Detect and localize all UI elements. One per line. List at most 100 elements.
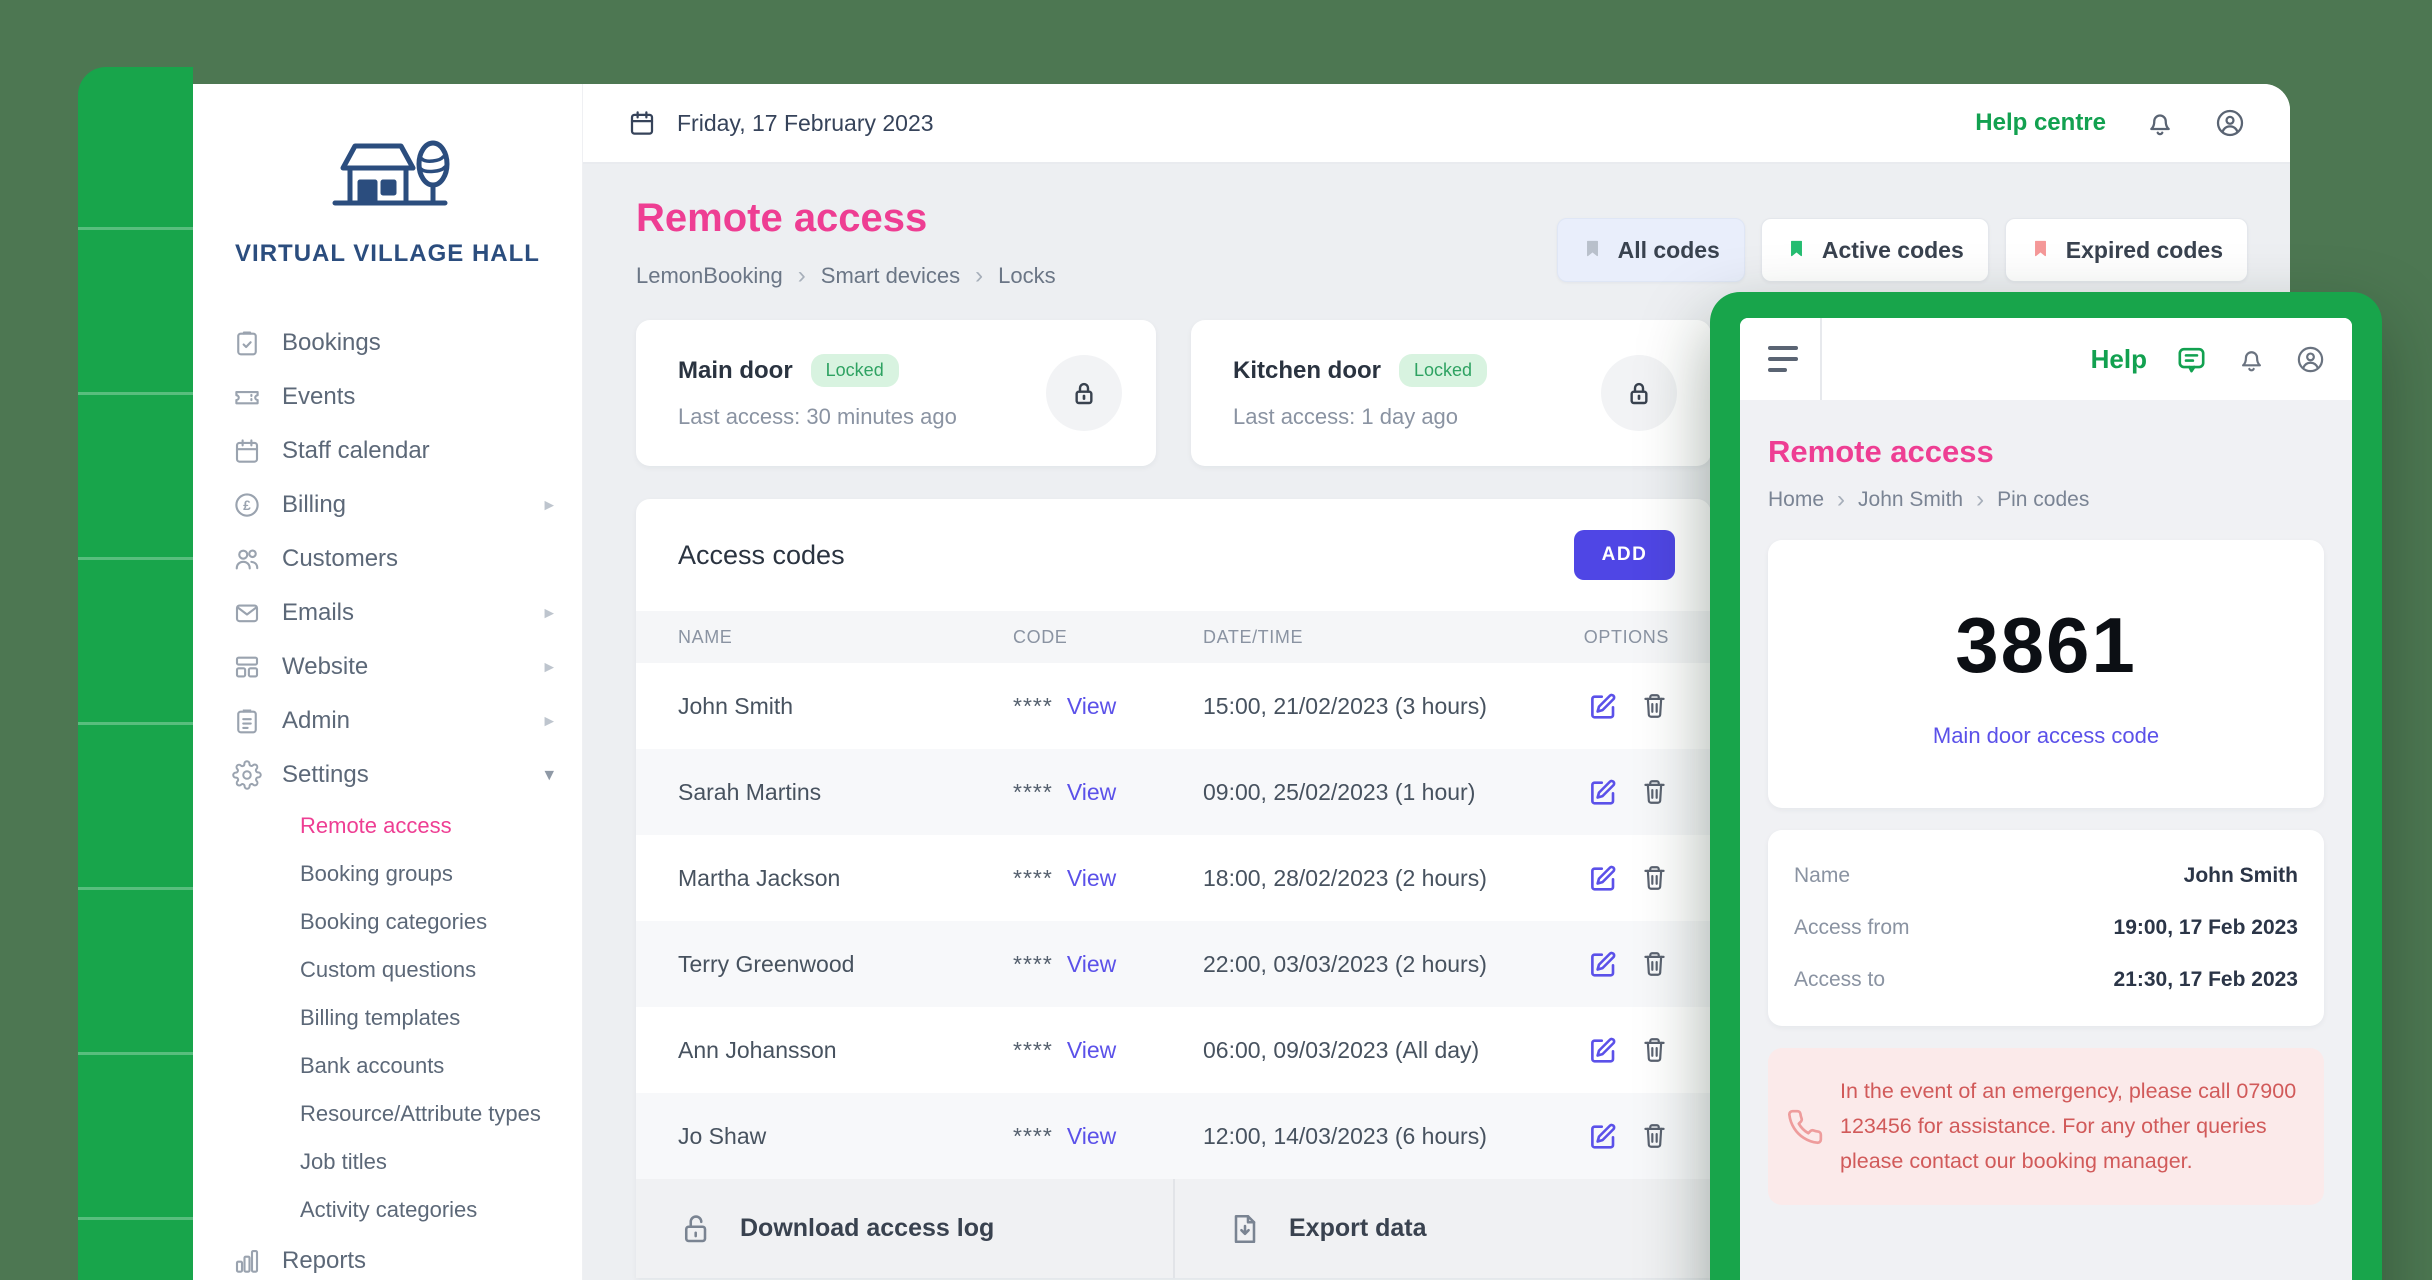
delete-icon[interactable] [1640, 777, 1669, 807]
code-filters: All codes Active codes Exp [1556, 218, 2248, 282]
export-data-button[interactable]: Export data [1173, 1179, 1711, 1278]
delete-icon[interactable] [1640, 691, 1669, 721]
door-status-badge: Locked [810, 354, 899, 387]
breadcrumb-item[interactable]: Pin codes [1997, 488, 2090, 511]
code-name: Terry Greenwood [678, 950, 855, 977]
download-access-log-button[interactable]: Download access log [636, 1179, 1173, 1278]
add-code-button[interactable]: ADD [1574, 530, 1675, 580]
phone-icon [1788, 1109, 1823, 1144]
sidebar-item-label: Staff calendar [282, 437, 430, 464]
sidebar-subitem-remote-access[interactable]: Remote access [300, 813, 452, 838]
sidebar-item-bookings[interactable]: Bookings [193, 316, 582, 370]
users-icon [232, 544, 262, 574]
sidebar-subitem-custom-questions[interactable]: Custom questions [300, 957, 477, 982]
filter-active-codes[interactable]: Active codes [1760, 218, 1989, 282]
lock-button[interactable] [1046, 355, 1122, 431]
code-datetime: 15:00, 21/02/2023 (3 hours) [1203, 692, 1487, 719]
lock-button[interactable] [1601, 355, 1677, 431]
bookmark-icon [1582, 238, 1603, 263]
filter-expired-codes[interactable]: Expired codes [2004, 218, 2248, 282]
svg-text:£: £ [243, 498, 251, 513]
masked-code: **** [1013, 950, 1053, 977]
breadcrumb-item[interactable]: Locks [998, 263, 1056, 288]
mobile-help-link[interactable]: Help [2090, 343, 2147, 374]
delete-icon[interactable] [1640, 1121, 1669, 1151]
filter-label: Expired codes [2065, 236, 2223, 263]
edit-icon[interactable] [1588, 691, 1618, 721]
sidebar-item-label: Events [282, 383, 356, 410]
sidebar-item-emails[interactable]: Emails [193, 586, 582, 640]
hamburger-menu-icon[interactable] [1740, 318, 1822, 400]
emergency-alert: In the event of an emergency, please cal… [1768, 1048, 2324, 1205]
breadcrumb-item[interactable]: Smart devices [820, 263, 961, 288]
sidebar-item-settings[interactable]: Settings [193, 748, 582, 802]
sidebar-item-label: Website [282, 653, 369, 680]
sidebar-subitem-booking-groups[interactable]: Booking groups [300, 861, 453, 886]
view-code-link[interactable]: View [1066, 864, 1117, 891]
view-code-link[interactable]: View [1066, 950, 1117, 977]
edit-icon[interactable] [1588, 1121, 1618, 1151]
sidebar-subitem-job-titles[interactable]: Job titles [300, 1149, 387, 1174]
bell-icon[interactable] [2144, 107, 2176, 139]
view-code-link[interactable]: View [1066, 1036, 1117, 1063]
page-title: Remote access [636, 196, 928, 240]
sidebar-subitem-bank-accounts[interactable]: Bank accounts [300, 1053, 445, 1078]
sidebar-item-customers[interactable]: Customers [193, 532, 582, 586]
bar-chart-icon [232, 1246, 262, 1276]
view-code-link[interactable]: View [1066, 692, 1117, 719]
sidebar-item-events[interactable]: Events [193, 370, 582, 424]
delete-icon[interactable] [1640, 949, 1669, 979]
chevron-right-icon [544, 602, 554, 625]
sidebar-subitem-billing-templates[interactable]: Billing templates [300, 1005, 461, 1030]
code-name: Jo Shaw [678, 1122, 767, 1149]
code-datetime: 09:00, 25/02/2023 (1 hour) [1203, 778, 1476, 805]
lock-icon [1075, 382, 1093, 405]
code-name: Sarah Martins [678, 778, 822, 805]
filter-all-codes[interactable]: All codes [1556, 218, 1745, 282]
view-code-link[interactable]: View [1066, 1122, 1117, 1149]
help-centre-link[interactable]: Help centre [1975, 109, 2106, 136]
clipboard-check-icon [232, 328, 262, 358]
edit-icon[interactable] [1588, 863, 1618, 893]
main-content: Remote access LemonBooking Smart devices… [583, 164, 2290, 1280]
profile-icon[interactable] [2295, 344, 2326, 375]
sidebar-item-reports[interactable]: Reports [193, 1234, 582, 1280]
panel-footer: Download access log Export data [636, 1179, 1711, 1278]
edit-icon[interactable] [1588, 1035, 1618, 1065]
pin-code-caption-link[interactable]: Main door access code [1932, 722, 2160, 748]
breadcrumb-item[interactable]: John Smith [1858, 488, 1964, 511]
sidebar-item-admin[interactable]: Admin [193, 694, 582, 748]
table-row: Sarah Martins **** View 09:00, 25/02/2023… [636, 749, 1711, 835]
view-code-link[interactable]: View [1066, 778, 1117, 805]
detail-label: Access to [1794, 968, 1886, 991]
sidebar: VIRTUAL VILLAGE HALL Bookings Events [193, 84, 583, 1280]
masked-code: **** [1013, 864, 1053, 891]
chat-bubble-icon[interactable] [2175, 343, 2208, 376]
delete-icon[interactable] [1640, 1035, 1669, 1065]
bell-icon[interactable] [2236, 344, 2267, 375]
breadcrumb-item[interactable]: Home [1768, 488, 1825, 511]
sidebar-item-staff-calendar[interactable]: Staff calendar [193, 424, 582, 478]
sidebar-subitem-booking-categories[interactable]: Booking categories [300, 909, 488, 934]
sidebar-item-label: Settings [282, 761, 369, 788]
edit-icon[interactable] [1588, 777, 1618, 807]
logo: VIRTUAL VILLAGE HALL [193, 126, 582, 268]
sidebar-subitem-resource-attribute-types[interactable]: Resource/Attribute types [300, 1101, 541, 1126]
column-header-name: NAME [678, 626, 733, 647]
bookmark-icon [1786, 238, 1807, 263]
profile-icon[interactable] [2214, 107, 2246, 139]
delete-icon[interactable] [1640, 863, 1669, 893]
mobile-screen: Help Remote access Home [1740, 318, 2352, 1280]
code-datetime: 06:00, 09/03/2023 (All day) [1203, 1036, 1480, 1063]
sidebar-item-billing[interactable]: £ Billing [193, 478, 582, 532]
breadcrumb-separator [1976, 486, 1984, 514]
sidebar-subitem-activity-categories[interactable]: Activity categories [300, 1197, 478, 1222]
breadcrumb-item[interactable]: LemonBooking [636, 263, 783, 288]
edit-icon[interactable] [1588, 949, 1618, 979]
sidebar-item-label: Bookings [282, 329, 381, 356]
code-name: John Smith [678, 692, 794, 719]
village-hall-logo-icon [313, 126, 463, 226]
column-header-options: OPTIONS [1583, 626, 1669, 647]
sidebar-item-website[interactable]: Website [193, 640, 582, 694]
content-column: Friday, 17 February 2023 Help centre Rem… [583, 84, 2290, 1280]
